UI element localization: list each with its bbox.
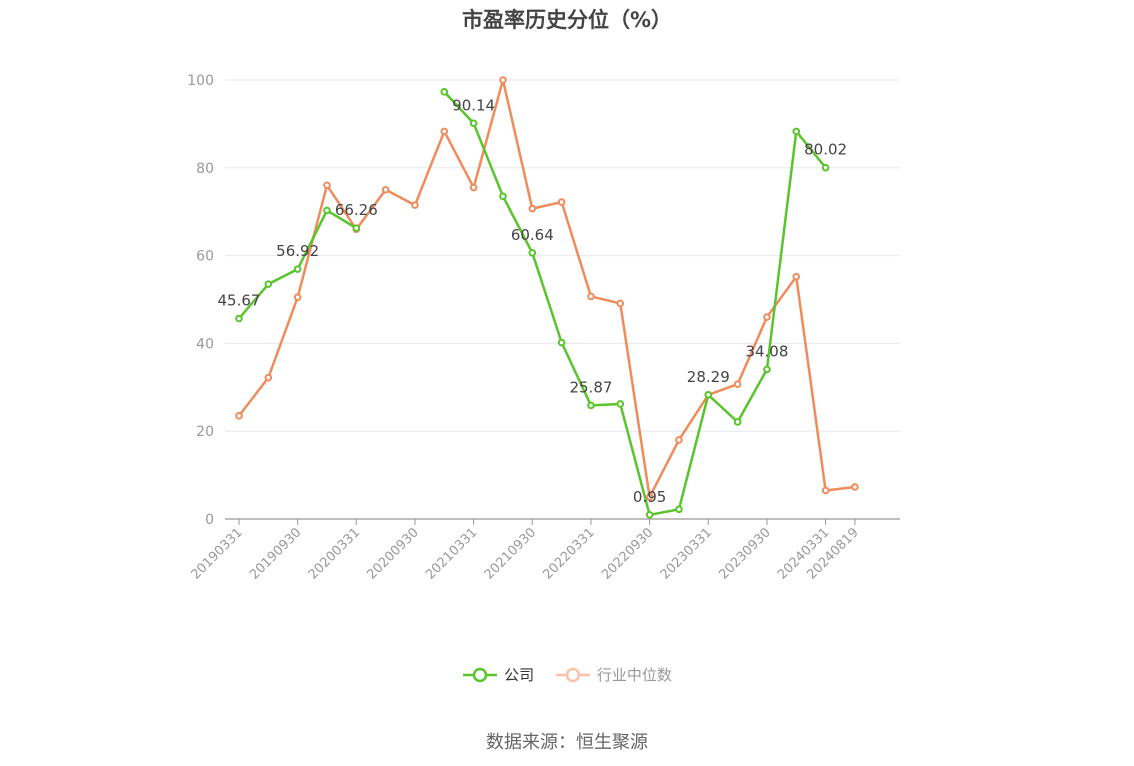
x-axis: 20190331 20190930 20200331 20200930 20210331… xyxy=(188,518,900,583)
data-point xyxy=(469,119,478,128)
y-tick-label: 20 xyxy=(196,424,214,440)
data-labels: 45.67 56.92 66.26 90.14 60.64 25.87 0.95 28.29 3… xyxy=(218,96,848,506)
data-point xyxy=(587,292,595,301)
y-tick-label: 60 xyxy=(196,249,214,265)
x-tick-label: 20230930 xyxy=(716,525,773,582)
x-tick-label: 20200331 xyxy=(306,525,363,582)
data-label: 56.92 xyxy=(276,242,319,260)
data-point xyxy=(499,76,507,84)
data-label: 34.08 xyxy=(745,342,788,360)
series-lines xyxy=(238,78,856,517)
data-point xyxy=(440,88,449,96)
data-point xyxy=(528,248,537,257)
data-point xyxy=(645,511,654,519)
x-tick-label: 20220331 xyxy=(540,525,597,582)
data-label: 45.67 xyxy=(218,292,261,310)
data-point xyxy=(616,400,625,408)
data-label: 60.64 xyxy=(511,226,554,244)
data-label: 25.87 xyxy=(569,378,612,396)
data-point xyxy=(440,127,449,136)
data-point xyxy=(675,505,683,514)
y-tick-label: 80 xyxy=(196,161,214,177)
legend-industry-label: 行业中位数 xyxy=(596,666,672,684)
data-label: 28.29 xyxy=(687,368,730,386)
data-point xyxy=(264,280,273,288)
data-point xyxy=(704,391,713,399)
y-tick-label: 100 xyxy=(187,73,214,89)
data-point xyxy=(792,272,801,281)
x-tick-label: 20200930 xyxy=(364,525,421,582)
data-point xyxy=(352,224,361,232)
data-point xyxy=(792,127,801,136)
data-point xyxy=(587,401,595,410)
data-label: 0.95 xyxy=(633,488,666,506)
data-point xyxy=(528,204,537,213)
data-point xyxy=(411,201,419,209)
data-point xyxy=(821,486,830,495)
data-point xyxy=(469,183,478,192)
data-point xyxy=(557,338,566,347)
legend-company-label: 公司 xyxy=(504,666,535,684)
x-tick-label: 20230331 xyxy=(658,525,715,582)
data-point xyxy=(323,181,331,190)
data-point xyxy=(616,299,625,308)
y-axis-ticks: 0 20 40 60 80 100 xyxy=(187,73,214,528)
legend: 公司 行业中位数 xyxy=(0,664,1134,687)
data-point xyxy=(733,380,742,389)
series-line-1 xyxy=(238,78,856,499)
y-tick-label: 0 xyxy=(205,512,214,528)
data-label: 80.02 xyxy=(804,141,847,159)
data-point xyxy=(851,483,859,491)
data-label: 90.14 xyxy=(452,96,495,114)
data-point xyxy=(323,206,331,215)
data-point xyxy=(235,314,243,323)
data-point xyxy=(293,293,302,302)
x-tick-label: 20190331 xyxy=(188,525,245,582)
data-point xyxy=(381,185,390,194)
data-point xyxy=(264,373,273,382)
data-source: 数据来源：恒生聚源 xyxy=(486,732,648,753)
data-point xyxy=(763,313,771,321)
data-point xyxy=(645,493,654,501)
chart-title: 市盈率历史分位（%） xyxy=(461,8,673,32)
x-tick-label: 20220930 xyxy=(599,525,656,582)
series-line-0 xyxy=(443,91,827,517)
data-point xyxy=(235,412,243,420)
legend-item-company[interactable]: 公司 xyxy=(462,664,534,685)
data-point xyxy=(499,192,507,201)
legend-industry-icon xyxy=(555,667,590,682)
legend-item-industry[interactable]: 行业中位数 xyxy=(555,664,672,685)
series-points xyxy=(235,76,859,519)
data-point xyxy=(293,265,302,273)
data-point xyxy=(675,436,683,444)
data-label: 66.26 xyxy=(335,201,378,219)
data-point xyxy=(821,163,830,172)
y-tick-label: 40 xyxy=(196,336,214,352)
data-point xyxy=(557,198,566,206)
x-tick-label: 20210331 xyxy=(423,525,480,582)
x-tick-label: 20190930 xyxy=(247,525,304,582)
data-point xyxy=(763,365,771,374)
legend-company-icon xyxy=(463,667,498,682)
data-point xyxy=(733,418,742,426)
x-tick-label: 20210930 xyxy=(482,525,539,582)
